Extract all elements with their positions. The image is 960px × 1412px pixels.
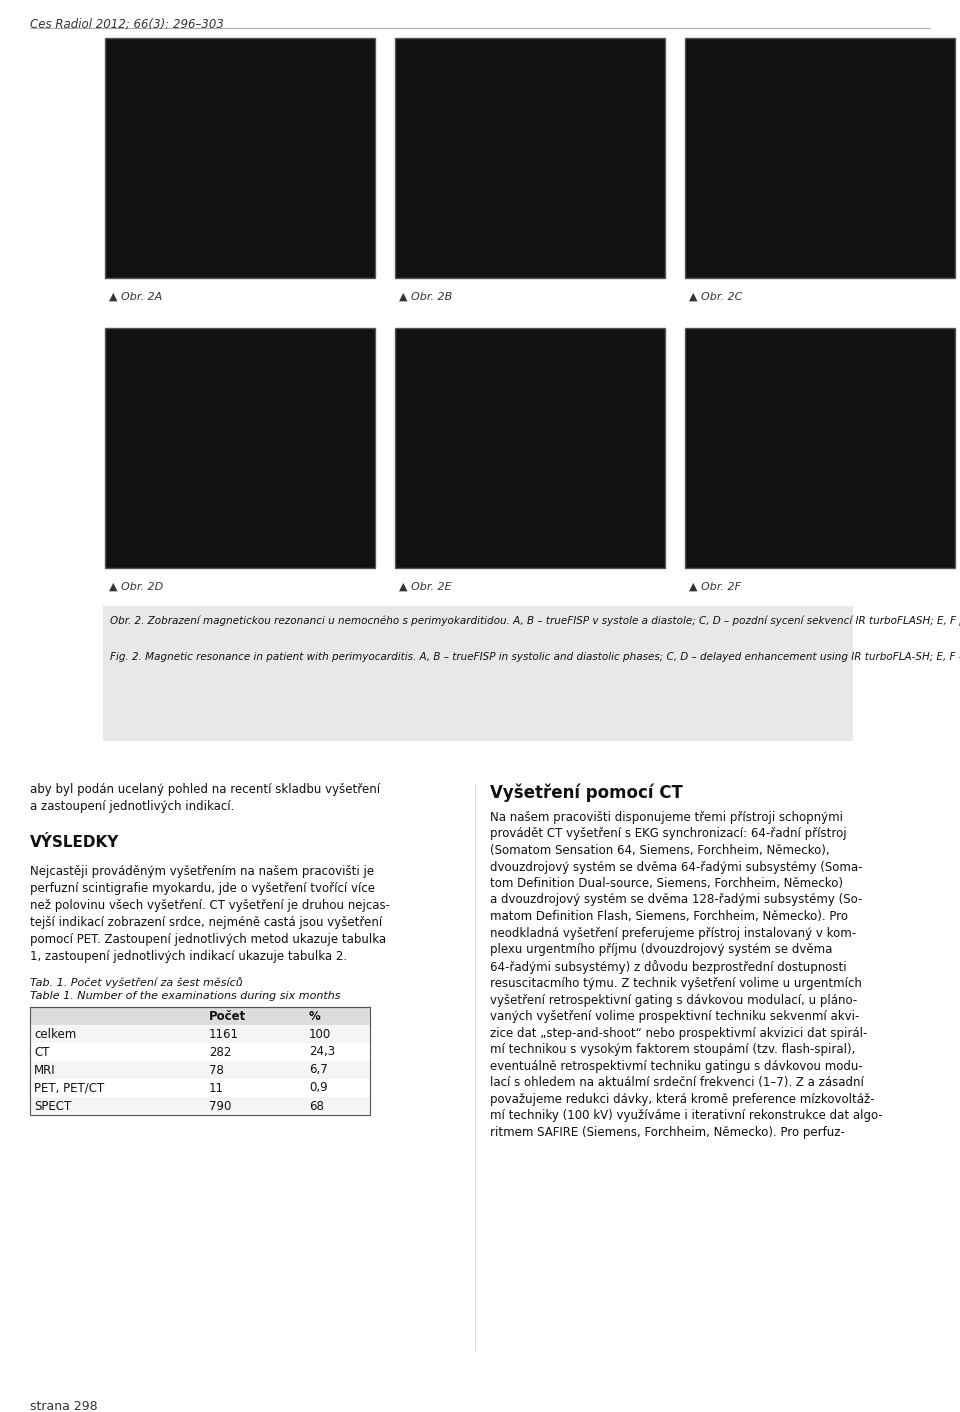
FancyBboxPatch shape: [30, 1025, 370, 1043]
Text: MRI: MRI: [34, 1063, 56, 1076]
Text: ▲ Obr. 2F: ▲ Obr. 2F: [689, 582, 741, 592]
Text: 790: 790: [209, 1100, 231, 1113]
Text: CT: CT: [34, 1045, 50, 1059]
Text: 24,3: 24,3: [309, 1045, 335, 1059]
Text: Table 1. Number of the examinations during six months: Table 1. Number of the examinations duri…: [30, 991, 341, 1001]
Text: 6,7: 6,7: [309, 1063, 327, 1076]
Text: Vyšetření pomocí CT: Vyšetření pomocí CT: [490, 784, 683, 802]
Text: Na našem pracovišti disponujeme třemi přístroji schopnými
provádět CT vyšetření : Na našem pracovišti disponujeme třemi př…: [490, 810, 883, 1139]
Text: strana 298: strana 298: [30, 1401, 98, 1412]
FancyBboxPatch shape: [30, 1060, 370, 1079]
Text: Obr. 2. Zobrazení magnetickou rezonanci u nemocného s perimyokarditidou. A, B – : Obr. 2. Zobrazení magnetickou rezonanci …: [110, 616, 960, 627]
Text: %: %: [309, 1010, 321, 1022]
FancyBboxPatch shape: [105, 328, 375, 568]
FancyBboxPatch shape: [685, 38, 955, 278]
Text: 100: 100: [309, 1028, 331, 1041]
FancyBboxPatch shape: [103, 606, 853, 741]
Text: celkem: celkem: [34, 1028, 76, 1041]
Text: 68: 68: [309, 1100, 324, 1113]
FancyBboxPatch shape: [395, 38, 665, 278]
Text: 1161: 1161: [209, 1028, 239, 1041]
Text: VÝSLEDKY: VÝSLEDKY: [30, 834, 119, 850]
Text: ▲ Obr. 2E: ▲ Obr. 2E: [399, 582, 451, 592]
Text: 0,9: 0,9: [309, 1082, 327, 1094]
Text: 282: 282: [209, 1045, 231, 1059]
Text: Nejcastěji prováděným vyšetřením na našem pracovišti je
perfuzní scintigrafie my: Nejcastěji prováděným vyšetřením na naše…: [30, 866, 390, 963]
FancyBboxPatch shape: [395, 328, 665, 568]
FancyBboxPatch shape: [30, 1007, 370, 1025]
Text: aby byl podán ucelaný pohled na recentí skladbu vyšetření
a zastoupení jednotliv: aby byl podán ucelaný pohled na recentí …: [30, 784, 380, 813]
Text: ▲ Obr. 2C: ▲ Obr. 2C: [689, 292, 742, 302]
Text: Fig. 2. Magnetic resonance in patient with perimyocarditis. A, B – trueFISP in s: Fig. 2. Magnetic resonance in patient wi…: [110, 652, 960, 662]
FancyBboxPatch shape: [30, 1097, 370, 1115]
Text: Počet: Počet: [209, 1010, 247, 1022]
Text: SPECT: SPECT: [34, 1100, 71, 1113]
FancyBboxPatch shape: [30, 1079, 370, 1097]
Text: ▲ Obr. 2A: ▲ Obr. 2A: [109, 292, 162, 302]
Text: Tab. 1. Počet vyšetření za šest měsíců: Tab. 1. Počet vyšetření za šest měsíců: [30, 977, 243, 988]
Text: Ces Radiol 2012; 66(3): 296–303: Ces Radiol 2012; 66(3): 296–303: [30, 18, 224, 31]
Text: ▲ Obr. 2D: ▲ Obr. 2D: [109, 582, 163, 592]
Text: 11: 11: [209, 1082, 224, 1094]
FancyBboxPatch shape: [30, 1043, 370, 1060]
Text: 78: 78: [209, 1063, 224, 1076]
FancyBboxPatch shape: [105, 38, 375, 278]
Text: PET, PET/CT: PET, PET/CT: [34, 1082, 105, 1094]
Text: ▲ Obr. 2B: ▲ Obr. 2B: [399, 292, 452, 302]
FancyBboxPatch shape: [685, 328, 955, 568]
